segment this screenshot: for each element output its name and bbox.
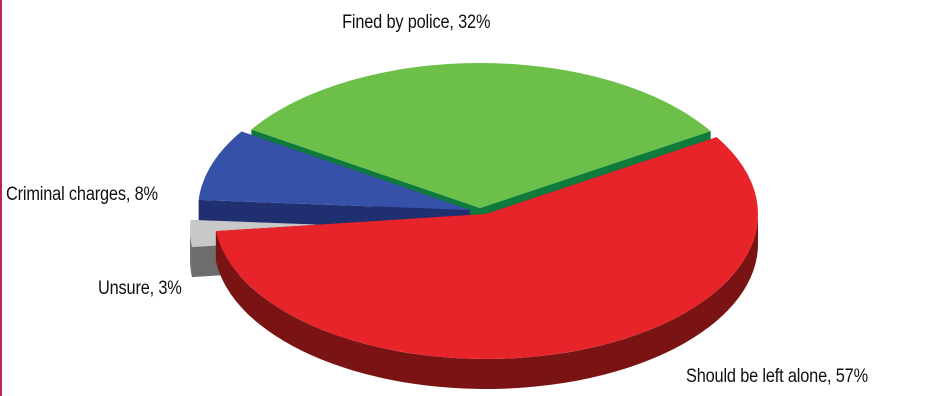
slice-unsure-side: [190, 230, 192, 278]
slice-fined-by-police-top: [251, 63, 711, 208]
left-border-line: [0, 0, 2, 396]
label-fined-by-police: Fined by police, 32%: [342, 12, 491, 33]
slice-should-be-left-alone: [215, 137, 758, 389]
label-should-be-left-alone: Should be left alone, 57%: [686, 366, 868, 387]
slice-criminal-charges-top: [198, 131, 470, 210]
slice-should-be-left-alone-top: [215, 137, 758, 360]
slice-should-be-left-alone-side: [215, 214, 758, 389]
label-criminal-charges: Criminal charges, 8%: [6, 184, 158, 205]
label-unsure: Unsure, 3%: [98, 278, 182, 299]
